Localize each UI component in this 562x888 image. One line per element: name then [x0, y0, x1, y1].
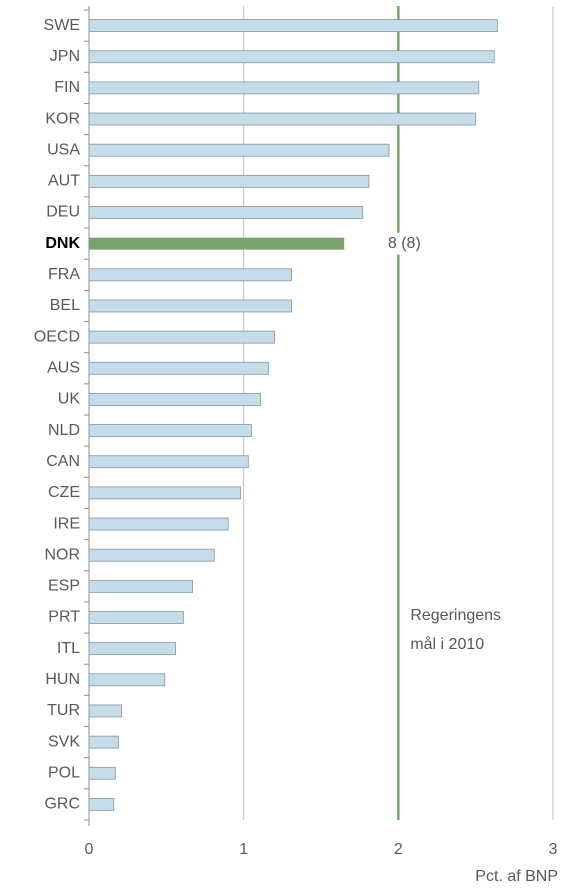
bar: [88, 206, 364, 219]
x-axis-label: Pct. af BNP: [475, 868, 558, 885]
x-tick-label: 1: [239, 841, 248, 858]
bar: [88, 517, 229, 531]
bar: [88, 455, 249, 469]
bar: [88, 735, 119, 749]
bar: [88, 424, 252, 437]
y-tick-label: BEL: [50, 297, 80, 314]
y-tick-label: CAN: [46, 453, 80, 470]
y-tick-label: AUT: [48, 173, 80, 190]
bar: [88, 174, 370, 188]
bar: [88, 330, 276, 344]
bar: [88, 673, 166, 687]
annotation: mål i 2010: [410, 635, 484, 653]
y-tick-label: DEU: [46, 204, 80, 221]
bar: [88, 143, 390, 157]
y-tick-label: USA: [47, 141, 80, 158]
bar: [89, 237, 345, 250]
y-tick-label: SVK: [48, 733, 80, 750]
y-tick-label: PRT: [48, 609, 80, 626]
x-tick-label: 3: [549, 841, 558, 858]
y-tick-label: ESP: [48, 578, 80, 595]
y-tick-label: FRA: [48, 266, 80, 283]
y-tick-label: UK: [58, 391, 81, 408]
bar: [88, 798, 115, 811]
y-tick-label: KOR: [45, 110, 80, 127]
bar: [88, 112, 477, 126]
bar: [88, 766, 116, 780]
y-tick-label: NOR: [44, 546, 80, 563]
y-tick-label: NLD: [48, 422, 80, 439]
y-tick-label: CZE: [48, 484, 80, 501]
y-tick-label: HUN: [45, 671, 80, 688]
bar: [88, 642, 177, 656]
bar: [88, 50, 495, 64]
bar: [88, 268, 293, 282]
y-tick-label: POL: [48, 764, 80, 781]
y-tick-label: GRC: [44, 796, 80, 813]
y-tick-label: DNK: [45, 235, 80, 252]
annotation: 8 (8): [388, 235, 421, 252]
y-tick-label: TUR: [47, 702, 80, 719]
y-tick-label: IRE: [53, 515, 80, 532]
bar: [88, 361, 269, 375]
y-tick-label: AUS: [47, 359, 80, 376]
y-tick-label: OECD: [34, 328, 80, 345]
bar: [88, 579, 194, 593]
bar: [88, 81, 480, 95]
y-tick-label: SWE: [44, 17, 80, 34]
bar: [88, 611, 184, 624]
x-tick-label: 0: [85, 841, 94, 858]
bar: [88, 548, 215, 562]
annotation: Regeringens: [410, 607, 501, 624]
y-tick-label: JPN: [50, 48, 80, 65]
annotation-bg: [378, 232, 423, 255]
bar: [88, 299, 293, 313]
bar: [88, 486, 241, 500]
bar: [88, 19, 498, 32]
y-tick-label: ITL: [57, 640, 80, 657]
x-tick-label: 2: [394, 841, 403, 858]
bar: [88, 393, 262, 406]
bar: [88, 704, 122, 718]
y-tick-label: FIN: [54, 79, 80, 96]
